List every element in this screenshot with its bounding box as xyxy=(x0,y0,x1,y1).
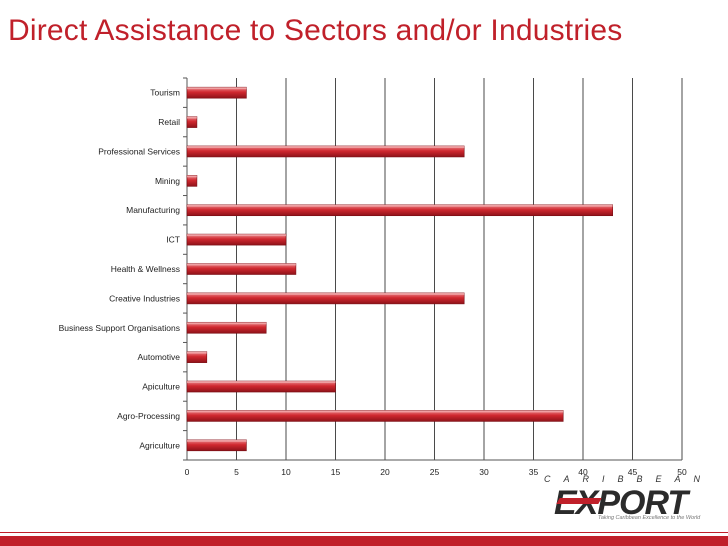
bar-highlight xyxy=(187,204,613,207)
x-tick-label: 45 xyxy=(628,467,638,477)
category-label: Retail xyxy=(158,117,180,127)
category-label: Business Support Organisations xyxy=(59,323,180,333)
category-label: ICT xyxy=(166,235,180,245)
x-tick-label: 5 xyxy=(234,467,239,477)
x-tick-label: 40 xyxy=(578,467,588,477)
bar-highlight xyxy=(187,439,247,442)
bar-highlight xyxy=(187,351,207,354)
category-label: Manufacturing xyxy=(126,205,180,215)
category-label: Apiculture xyxy=(142,382,180,392)
category-label: Professional Services xyxy=(98,146,180,156)
x-tick-label: 35 xyxy=(529,467,539,477)
category-label: Creative Industries xyxy=(109,293,180,303)
bar-highlight xyxy=(187,263,296,266)
bar-highlight xyxy=(187,116,197,119)
category-label: Health & Wellness xyxy=(111,264,180,274)
bar-highlight xyxy=(187,175,197,178)
x-tick-label: 30 xyxy=(479,467,489,477)
bar-highlight xyxy=(187,381,336,384)
logo-swoosh-icon xyxy=(556,498,602,504)
category-label: Mining xyxy=(155,176,180,186)
category-label: Automotive xyxy=(137,352,180,362)
x-tick-label: 0 xyxy=(185,467,190,477)
logo-brand-text: CARIBBEAN xyxy=(544,474,714,484)
footer-rule xyxy=(0,532,728,533)
bar-highlight xyxy=(187,234,286,237)
x-tick-label: 25 xyxy=(430,467,440,477)
bar-highlight xyxy=(187,410,564,413)
bar-highlight xyxy=(187,145,465,148)
chart-title: Direct Assistance to Sectors and/or Indu… xyxy=(8,14,623,47)
category-label: Agro-Processing xyxy=(117,411,180,421)
bar-highlight xyxy=(187,292,465,295)
category-label: Tourism xyxy=(150,88,180,98)
x-tick-label: 50 xyxy=(677,467,687,477)
x-tick-label: 20 xyxy=(380,467,390,477)
category-label: Agriculture xyxy=(139,440,180,450)
x-tick-label: 15 xyxy=(331,467,341,477)
logo-tagline: Taking Caribbean Excellence to the World xyxy=(598,515,701,521)
bar-highlight xyxy=(187,87,247,90)
x-tick-label: 10 xyxy=(281,467,291,477)
footer-bar xyxy=(0,536,728,546)
bar-highlight xyxy=(187,322,267,325)
caribbean-export-logo: CARIBBEAN EXPORT Taking Caribbean Excell… xyxy=(540,474,720,528)
